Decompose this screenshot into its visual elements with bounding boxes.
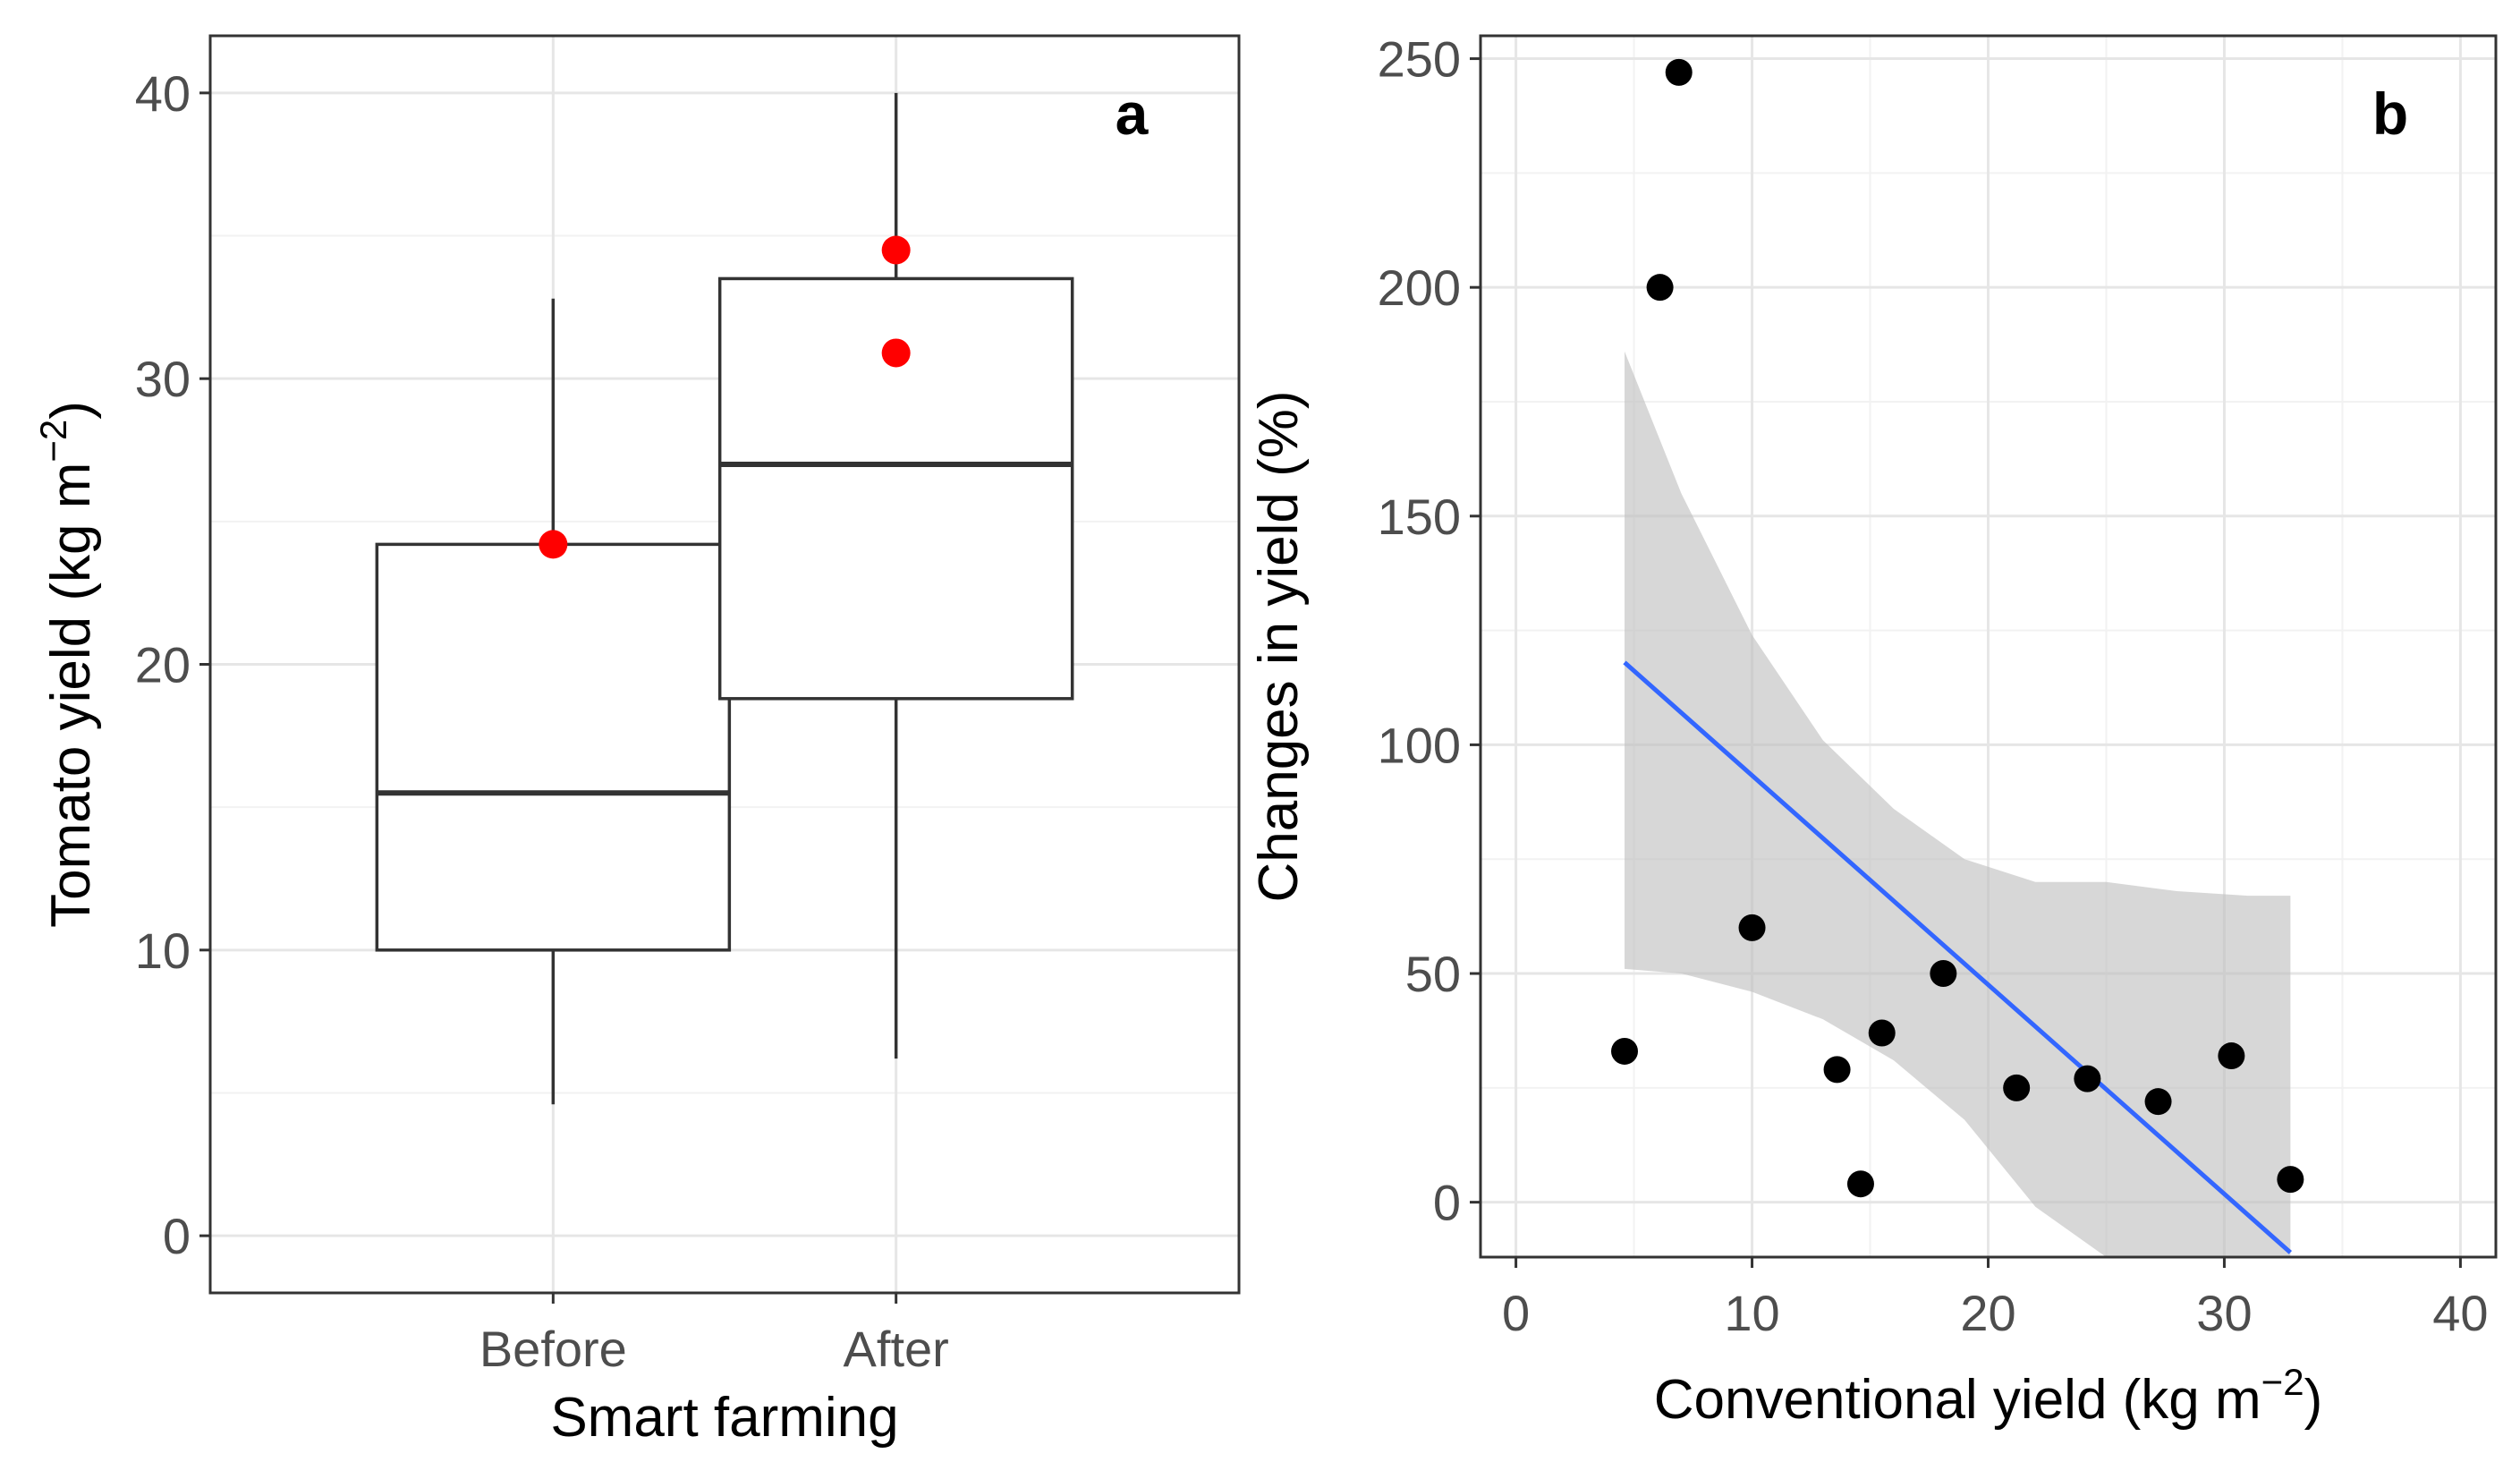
data-point	[1738, 914, 1766, 941]
panel-a-y-axis-title-main: Tomato yield (kg m	[40, 463, 102, 928]
y-tick-label: 30	[135, 351, 191, 407]
data-point	[1868, 1019, 1896, 1047]
red-point	[881, 338, 911, 368]
panel-a-y-axis-title: Tomato yield (kg m−2)	[32, 401, 102, 928]
x-tick-label: Before	[479, 1321, 627, 1377]
data-point	[2144, 1088, 2172, 1116]
red-point	[539, 530, 568, 559]
y-tick-label: 0	[163, 1208, 191, 1264]
y-tick-label: 0	[1433, 1175, 1461, 1231]
panel-a-y-axis-title-superscript: −2	[32, 420, 74, 463]
panel-b-x-axis-title: Conventional yield (kg m−2)	[1654, 1361, 2322, 1431]
data-point	[1646, 274, 1674, 302]
x-tick-label: 30	[2196, 1285, 2252, 1341]
x-tick-label: After	[844, 1321, 949, 1377]
panel-a-label: a	[1116, 81, 1150, 147]
y-tick-label: 200	[1378, 259, 1461, 316]
panel-b-x-axis-title-main: Conventional yield (kg m	[1654, 1369, 2261, 1431]
panel-a-y-axis-title-close: )	[40, 401, 102, 420]
data-point	[2277, 1166, 2304, 1194]
panel-b-scatter: 0 50 100 150 200 250 0 10 20 30 40 b Conventional …	[1248, 31, 2498, 1431]
box-before	[375, 542, 732, 952]
y-tick-label: 40	[135, 65, 191, 122]
x-tick-label: 0	[1502, 1285, 1530, 1341]
panel-a-highlight-points	[539, 235, 911, 559]
red-point	[881, 235, 911, 265]
data-point	[1665, 58, 1693, 86]
y-tick-label: 150	[1378, 489, 1461, 545]
data-point	[2218, 1042, 2245, 1070]
data-point	[2074, 1065, 2101, 1092]
panel-b-confidence-band	[1625, 351, 2291, 1257]
data-point	[1611, 1037, 1639, 1065]
y-tick-label: 10	[135, 922, 191, 979]
panel-b-label: b	[2372, 81, 2408, 147]
data-point	[2003, 1074, 2031, 1101]
y-tick-label: 50	[1405, 946, 1461, 1002]
panel-b-y-axis-title: Changes in yield (%)	[1248, 390, 1310, 902]
data-point	[1930, 960, 1957, 988]
x-tick-label: 40	[2432, 1285, 2488, 1341]
x-tick-label: 10	[1724, 1285, 1779, 1341]
panel-b-ticks: 0 50 100 150 200 250 0 10 20 30 40	[1378, 31, 2489, 1341]
x-tick-label: 20	[1960, 1285, 2015, 1341]
panel-a-x-axis-title: Smart farming	[550, 1387, 898, 1449]
y-tick-label: 100	[1378, 717, 1461, 773]
panel-a-ticks: 0 10 20 30 40 Before After	[135, 65, 949, 1377]
panel-b-points	[1611, 58, 2304, 1198]
panel-a-boxplot: 0 10 20 30 40 Before After a Smart farming Tom…	[32, 34, 1241, 1449]
panel-b-x-axis-title-close: )	[2304, 1369, 2323, 1431]
panel-b-regression-line	[1623, 660, 2293, 1254]
y-tick-label: 20	[135, 637, 191, 693]
data-point	[1823, 1056, 1851, 1084]
y-tick-label: 250	[1378, 31, 1461, 88]
panel-b-x-axis-title-superscript: −2	[2261, 1361, 2304, 1403]
data-point	[1846, 1170, 1874, 1198]
